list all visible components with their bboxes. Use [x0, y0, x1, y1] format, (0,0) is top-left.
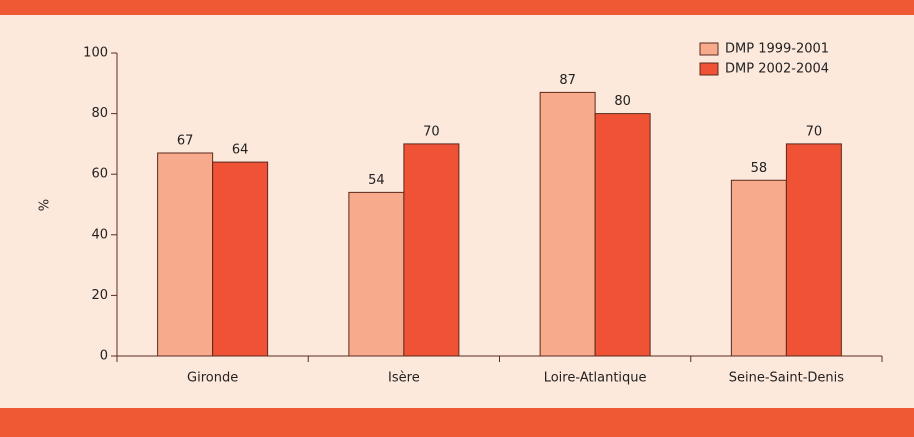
x-tick-label: Isère [388, 371, 420, 386]
y-tick-label: 20 [91, 288, 108, 303]
x-tick-label: Gironde [187, 371, 238, 386]
bar [157, 152, 214, 357]
bar [785, 143, 842, 357]
y-tick-label: 100 [83, 46, 108, 61]
y-tick-label: 40 [91, 227, 108, 242]
bar [730, 179, 787, 357]
bar [539, 91, 596, 357]
bottom-band [0, 408, 914, 437]
legend-swatch [699, 42, 719, 56]
legend-label: DMP 1999-2001 [725, 42, 829, 57]
y-axis-label: % [38, 199, 53, 211]
data-label: 80 [614, 94, 631, 109]
data-label: 67 [177, 133, 194, 148]
data-label: 58 [751, 161, 768, 176]
x-tick-label: Seine-Saint-Denis [729, 371, 845, 386]
data-label: 87 [559, 73, 576, 88]
y-tick-label: 80 [91, 106, 108, 121]
data-label: 64 [232, 143, 249, 158]
data-label: 70 [806, 124, 823, 139]
legend-swatch [699, 62, 719, 76]
y-tick-label: 0 [100, 349, 108, 364]
y-tick-label: 60 [91, 167, 108, 182]
top-band [0, 0, 914, 15]
bar [403, 143, 460, 357]
data-label: 70 [423, 124, 440, 139]
bar [348, 191, 405, 357]
bar [594, 113, 651, 357]
legend-label: DMP 2002-2004 [725, 62, 829, 77]
x-tick-label: Loire-Atlantique [544, 371, 647, 386]
data-label: 54 [368, 173, 385, 188]
bar [212, 161, 269, 357]
